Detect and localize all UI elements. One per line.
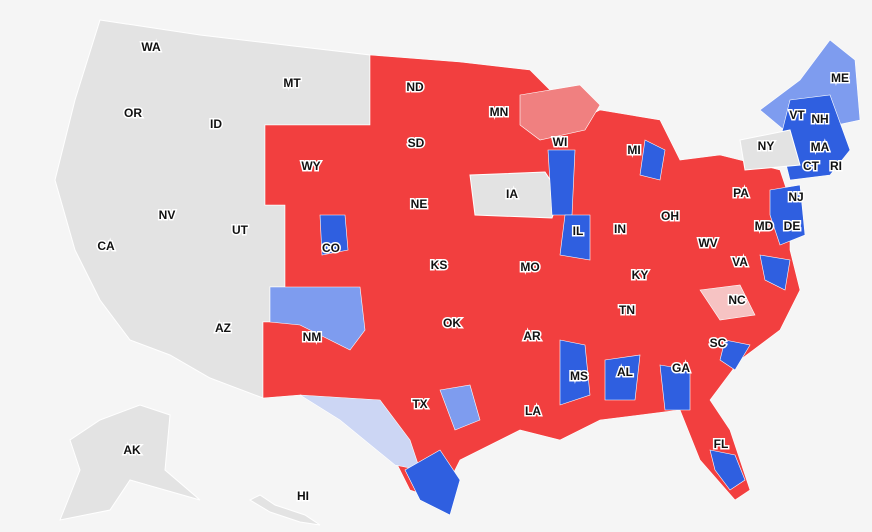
state-label: WV	[698, 236, 717, 250]
state-label: VT	[789, 108, 805, 122]
state-label: IL	[573, 224, 584, 238]
region-nm-north	[269, 286, 366, 351]
state-label: FL	[714, 437, 729, 451]
region-tx-south	[404, 449, 461, 516]
state-label: ND	[406, 80, 424, 94]
state-label: RI	[830, 159, 842, 173]
state-label: WY	[301, 159, 320, 173]
state-label: MD	[755, 219, 774, 233]
state-label: NH	[811, 112, 828, 126]
state-label: NC	[728, 293, 746, 307]
state-label: TN	[619, 303, 635, 317]
state-label: NM	[303, 330, 322, 344]
state-label: AZ	[215, 321, 231, 335]
state-label: PA	[733, 186, 749, 200]
region-ms-blue	[559, 339, 591, 406]
state-label: IA	[506, 187, 518, 201]
state-label: CT	[803, 159, 820, 173]
state-label: GA	[672, 361, 690, 375]
state-label: NJ	[788, 190, 803, 204]
state-label: MS	[570, 369, 588, 383]
state-label: VA	[732, 255, 748, 269]
state-label: KY	[632, 268, 649, 282]
region-mi-blue	[639, 139, 666, 181]
state-label: AL	[617, 365, 633, 379]
state-label: MI	[627, 143, 640, 157]
state-label: SC	[710, 336, 727, 350]
state-label: MO	[520, 260, 539, 274]
state-label: IN	[614, 222, 626, 236]
region-al-blue	[604, 354, 641, 401]
region-ak	[59, 404, 201, 521]
region-sc-blue	[719, 339, 751, 371]
state-label: MT	[283, 76, 301, 90]
state-label: AK	[123, 443, 141, 457]
state-label: TX	[412, 397, 427, 411]
state-label: ID	[210, 117, 222, 131]
state-label: DE	[784, 219, 801, 233]
region-nc-light	[699, 284, 756, 321]
state-label: OK	[443, 316, 461, 330]
state-label: OH	[661, 209, 679, 223]
state-label: CO	[322, 241, 340, 255]
state-label: NV	[159, 208, 176, 222]
region-mid-atlantic	[769, 184, 806, 246]
region-fl-blue	[709, 449, 746, 491]
state-label: ME	[831, 71, 849, 85]
state-label: CA	[97, 239, 115, 253]
state-label: AR	[523, 329, 541, 343]
region-hi	[248, 494, 321, 526]
region-wi-blue	[547, 149, 576, 216]
state-label: KS	[431, 258, 448, 272]
region-ga-blue	[659, 364, 691, 411]
region-tx-urban	[439, 384, 481, 431]
state-label: HI	[297, 489, 309, 503]
state-label: LA	[525, 404, 541, 418]
state-label: MN	[490, 105, 509, 119]
state-label: MA	[811, 140, 830, 154]
state-label: SD	[408, 136, 425, 150]
region-co-blue	[319, 214, 349, 256]
state-label: NY	[758, 139, 775, 153]
region-ny	[739, 129, 801, 171]
region-il-blue	[559, 214, 591, 261]
region-wi-mi	[519, 84, 601, 141]
state-label: OR	[124, 106, 142, 120]
state-label: UT	[232, 223, 249, 237]
state-label: NE	[411, 197, 428, 211]
state-label: WI	[553, 135, 568, 149]
state-label: WA	[141, 40, 161, 54]
region-va-blue	[759, 254, 791, 291]
